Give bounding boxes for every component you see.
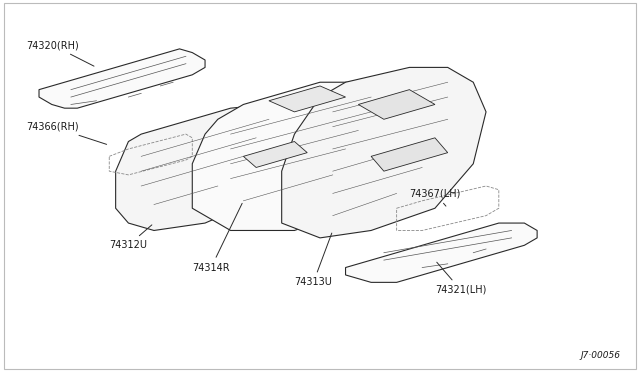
- Polygon shape: [243, 141, 307, 167]
- Text: 74312U: 74312U: [109, 225, 152, 250]
- Polygon shape: [39, 49, 205, 108]
- Polygon shape: [116, 105, 294, 231]
- Text: 74367(LH): 74367(LH): [410, 188, 461, 206]
- Polygon shape: [192, 82, 410, 231]
- Polygon shape: [269, 86, 346, 112]
- Text: J7·00056: J7·00056: [580, 351, 620, 360]
- Polygon shape: [282, 67, 486, 238]
- Polygon shape: [346, 223, 537, 282]
- Text: 74314R: 74314R: [192, 203, 242, 273]
- Text: 74366(RH): 74366(RH): [26, 122, 107, 144]
- Polygon shape: [358, 90, 435, 119]
- Text: 74321(LH): 74321(LH): [435, 262, 486, 295]
- Text: 74313U: 74313U: [294, 233, 332, 287]
- Text: 74320(RH): 74320(RH): [26, 40, 94, 66]
- Polygon shape: [371, 138, 448, 171]
